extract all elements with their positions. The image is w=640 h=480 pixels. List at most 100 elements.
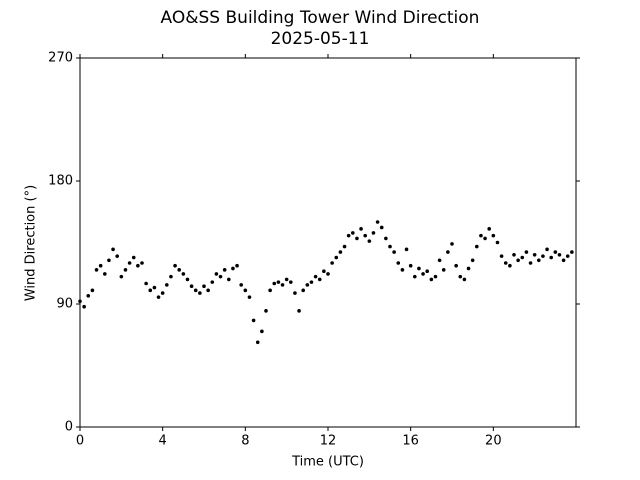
- data-point: [375, 220, 380, 224]
- data-point: [545, 247, 549, 252]
- data-point: [421, 272, 425, 276]
- data-point: [268, 288, 272, 293]
- data-point: [218, 274, 223, 279]
- data-point: [429, 277, 434, 282]
- y-axis-label: Wind Direction (°): [24, 185, 39, 301]
- data-point: [475, 244, 479, 249]
- data-point: [417, 266, 421, 271]
- data-point: [94, 268, 99, 272]
- data-point: [379, 225, 384, 230]
- data-point: [520, 255, 525, 260]
- data-point: [400, 268, 405, 272]
- y-tick-label: 90: [56, 297, 73, 312]
- data-point: [264, 309, 268, 313]
- y-tick-label: 270: [48, 51, 73, 66]
- data-point: [305, 283, 310, 287]
- data-point: [487, 227, 492, 231]
- x-tick-label: 16: [402, 434, 419, 449]
- data-point: [131, 255, 136, 260]
- data-point: [156, 295, 161, 299]
- data-point: [458, 274, 463, 279]
- data-point: [466, 266, 471, 271]
- data-point: [491, 233, 496, 238]
- data-point: [297, 309, 301, 313]
- data-point: [255, 340, 260, 345]
- x-axis-label: Time (UTC): [291, 455, 364, 470]
- data-point: [561, 258, 566, 263]
- x-tick-label: 0: [76, 434, 84, 449]
- data-point: [136, 263, 140, 268]
- data-point: [549, 255, 553, 260]
- data-point: [189, 284, 194, 289]
- data-point: [346, 233, 351, 238]
- data-point: [78, 299, 82, 304]
- data-point: [107, 258, 111, 263]
- data-point: [90, 288, 95, 293]
- data-point: [222, 268, 227, 272]
- data-point: [202, 284, 206, 289]
- data-point: [289, 280, 293, 284]
- data-point: [160, 291, 165, 295]
- data-point: [396, 261, 401, 265]
- data-point: [528, 261, 533, 265]
- data-point: [301, 288, 306, 293]
- data-point: [86, 294, 91, 298]
- data-point: [524, 250, 529, 254]
- data-point: [119, 274, 124, 279]
- y-tick-label: 180: [48, 174, 73, 189]
- data-point: [532, 253, 537, 257]
- data-point: [503, 261, 508, 265]
- data-point: [384, 236, 388, 241]
- data-point: [82, 304, 86, 309]
- data-point: [334, 255, 339, 260]
- data-point: [313, 274, 318, 279]
- data-point: [185, 277, 190, 282]
- chart-subtitle: 2025-05-11: [271, 29, 370, 49]
- x-tick-label: 20: [485, 434, 502, 449]
- data-point: [326, 272, 330, 276]
- data-point: [127, 261, 132, 265]
- data-point: [103, 272, 107, 276]
- data-point: [441, 268, 446, 272]
- data-point: [570, 250, 574, 254]
- data-point: [367, 239, 372, 243]
- data-point: [280, 283, 285, 287]
- data-point: [541, 254, 545, 258]
- data-point: [177, 268, 181, 272]
- data-point: [272, 281, 277, 286]
- data-point: [483, 236, 487, 241]
- data-point: [317, 277, 322, 282]
- data-point: [404, 247, 409, 252]
- data-point: [413, 274, 417, 279]
- data-point: [512, 253, 516, 257]
- data-point: [355, 236, 359, 241]
- y-tick-label: 0: [65, 420, 73, 435]
- data-point: [309, 280, 314, 284]
- data-point: [408, 263, 413, 268]
- data-point: [239, 283, 243, 287]
- data-point: [342, 244, 347, 249]
- data-point: [284, 277, 289, 282]
- data-point: [243, 288, 248, 293]
- data-point: [363, 233, 368, 238]
- data-point: [115, 254, 119, 258]
- x-tick-label: 4: [159, 434, 167, 449]
- data-point: [260, 329, 264, 334]
- x-tick-label: 8: [241, 434, 249, 449]
- data-point: [330, 261, 334, 265]
- data-point: [388, 244, 392, 249]
- data-point: [206, 288, 210, 293]
- data-point: [454, 263, 458, 268]
- x-tick-label: 12: [320, 434, 337, 449]
- data-point: [181, 272, 186, 276]
- data-point: [140, 261, 144, 265]
- data-point: [322, 269, 326, 274]
- data-point: [198, 291, 202, 295]
- data-point: [123, 268, 128, 272]
- data-point: [169, 274, 173, 279]
- data-point: [392, 250, 396, 254]
- data-point: [425, 269, 430, 274]
- data-point: [293, 291, 297, 295]
